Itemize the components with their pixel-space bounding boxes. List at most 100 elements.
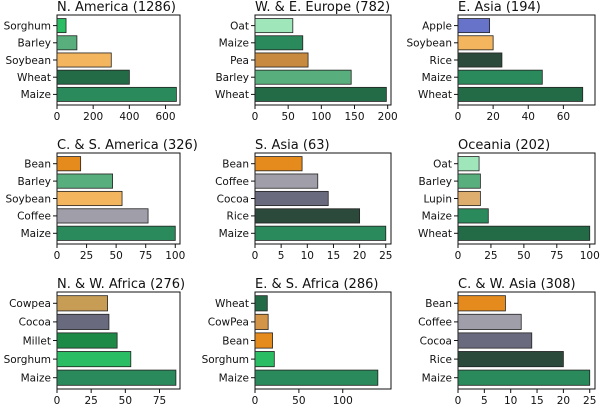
panel-3: E. Asia (194) Apple Soybean Rice Maize Wheat0… [406, 0, 596, 123]
panel-8-label-sorghum: Sorghum [202, 354, 249, 366]
panel-5-xtick-label-5: 5 [278, 250, 285, 262]
panel-2-bar-wheat [254, 86, 387, 102]
panel-2: W. & E. Europe (782) Oat Maize Pea Barley Whe… [215, 0, 398, 123]
panel-9-xtick-label-20: 20 [557, 395, 570, 406]
panel-5-xtick-label-20: 20 [353, 250, 366, 262]
panel-5-bar-rice [254, 208, 361, 224]
panel-9-bar-bean [457, 295, 506, 312]
panel-3-label-maize: Maize [422, 72, 452, 84]
panel-7-label-sorghum: Sorghum [4, 354, 51, 366]
panel-5-bar-cocoa [254, 190, 329, 207]
panel-8-label-cowpea: CowPea [208, 317, 249, 329]
panel-9-label-bean: Bean [425, 298, 452, 310]
panel-1-title: N. America (1286) [57, 0, 176, 15]
panel-2-bar-barley [254, 69, 352, 85]
panel-2-label-barley: Barley [215, 72, 249, 84]
panel-2-bar-pea [254, 52, 309, 68]
panel-8-bar-maize [254, 369, 379, 386]
panel-6-label-lupin: Lupin [423, 193, 452, 205]
panel-7-xtick-label-25: 25 [84, 395, 97, 406]
panel-9-bar-rice [457, 351, 564, 368]
panel-6-title: Oceania (202) [458, 138, 550, 153]
panel-7-title: N. & W. Africa (276) [57, 277, 185, 292]
panel-7-xtick-label-50: 50 [119, 395, 132, 406]
panel-9: C. & W. Asia (308) Bean Coffee Cocoa Rice Mai… [418, 277, 596, 406]
panel-9-xtick-label-0: 0 [455, 395, 462, 406]
panel-6-label-barley: Barley [418, 176, 452, 188]
panel-2-bar-oat [254, 18, 294, 34]
panel-8-bar-cowpea [254, 313, 269, 330]
panel-7-bar-millet [56, 332, 118, 349]
panel-5-xtick-label-15: 15 [327, 250, 340, 262]
panel-7-bar-sorghum [56, 351, 132, 368]
panel-4-bar-maize [56, 225, 176, 241]
panel-8-label-wheat: Wheat [215, 298, 249, 310]
panel-7-bar-cocoa [56, 313, 110, 330]
panel-3-xtick-label-20: 20 [486, 111, 499, 123]
panel-2-label-pea: Pea [230, 55, 249, 67]
panel-7-label-cocoa: Cocoa [19, 317, 51, 329]
panel-4-label-barley: Barley [17, 176, 51, 188]
panel-4-xtick-label-75: 75 [139, 250, 152, 262]
panel-3-title: E. Asia (194) [458, 0, 541, 15]
panel-3-xtick-label-60: 60 [557, 111, 570, 123]
panel-6-bar-barley [457, 173, 481, 189]
panel-4-xtick-label-50: 50 [109, 250, 122, 262]
panel-8-bar-bean [254, 332, 273, 349]
panel-6-bar-oat [457, 156, 480, 172]
panel-3-bar-apple [457, 18, 491, 34]
panel-8-bar-wheat [254, 295, 268, 312]
panel-9-label-maize: Maize [422, 373, 452, 385]
panel-4-bar-bean [56, 156, 82, 172]
panel-5-label-coffee: Coffee [215, 176, 249, 188]
panel-1-xtick-label-400: 400 [119, 111, 139, 123]
panel-4: C. & S. America (326) Bean Barley Soybean Co… [5, 138, 197, 262]
panel-2-title: W. & E. Europe (782) [255, 0, 390, 15]
panel-4-label-bean: Bean [24, 159, 51, 171]
panel-3-xtick-label-40: 40 [522, 111, 535, 123]
panel-1-xtick-label-600: 600 [156, 111, 176, 123]
panel-6-bar-wheat [457, 225, 591, 241]
panel-8-xtick-label-0: 0 [252, 395, 259, 406]
panel-1-bar-maize [56, 86, 177, 102]
panel-4-bar-barley [56, 173, 113, 189]
panel-6-xtick-label-100: 100 [580, 250, 600, 262]
panel-6-bar-maize [457, 208, 489, 224]
panel-4-xtick-label-100: 100 [165, 250, 185, 262]
panel-3-xtick-label-0: 0 [455, 111, 462, 123]
panel-6-xtick-label-75: 75 [550, 250, 563, 262]
panel-6-label-oat: Oat [433, 159, 452, 171]
panel-5-xtick-label-0: 0 [252, 250, 259, 262]
panel-3-bar-wheat [457, 86, 584, 102]
panel-7: N. & W. Africa (276) Cowpea Cocoa Millet Sor… [4, 277, 186, 406]
panel-5-title: S. Asia (63) [255, 138, 330, 153]
panel-1-bar-soybean [56, 52, 112, 68]
panel-6-xtick-label-25: 25 [484, 250, 497, 262]
panel-9-xtick-label-10: 10 [504, 395, 517, 406]
panel-9-label-coffee: Coffee [418, 317, 452, 329]
panel-9-xtick-label-5: 5 [481, 395, 488, 406]
panel-8-label-maize: Maize [219, 373, 249, 385]
panel-3-bar-rice [457, 52, 503, 68]
panel-8-xtick-label-100: 100 [333, 395, 353, 406]
panel-5-label-cocoa: Cocoa [217, 193, 249, 205]
panel-9-label-cocoa: Cocoa [420, 335, 452, 347]
panel-1-xtick-label-0: 0 [54, 111, 61, 123]
panel-9-xtick-label-15: 15 [530, 395, 543, 406]
panel-9-bar-cocoa [457, 332, 533, 349]
panel-2-bar-maize [254, 35, 304, 51]
panel-2-xtick-label-50: 50 [281, 111, 294, 123]
panel-2-xtick-label-150: 150 [344, 111, 364, 123]
panel-6-label-maize: Maize [422, 211, 452, 223]
panel-7-label-maize: Maize [21, 373, 51, 385]
panel-9-title: C. & W. Asia (308) [458, 277, 576, 292]
panel-5-xtick-label-10: 10 [301, 250, 314, 262]
panel-7-label-millet: Millet [23, 335, 51, 347]
panel-3-bar-soybean [457, 35, 494, 51]
panel-1-label-soybean: Soybean [5, 55, 51, 67]
panel-2-label-maize: Maize [219, 38, 249, 50]
panel-5-bar-maize [254, 225, 387, 241]
panel-9-xtick-label-25: 25 [583, 395, 596, 406]
